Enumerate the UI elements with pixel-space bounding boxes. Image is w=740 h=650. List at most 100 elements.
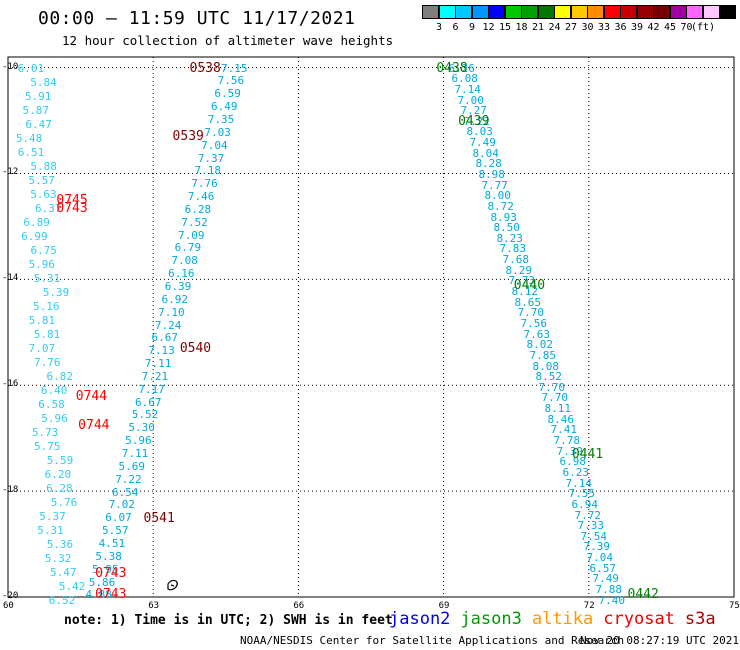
color-scale-label: 24 bbox=[548, 22, 561, 33]
wave-height-value: 7.04 bbox=[586, 551, 613, 565]
color-scale-label: 33 bbox=[597, 22, 611, 33]
wave-height-value: 8.65 bbox=[514, 295, 541, 309]
wave-height-value: 7.03 bbox=[204, 125, 231, 139]
color-scale-unit: (ft) bbox=[690, 22, 716, 33]
color-scale-label: 6 bbox=[452, 22, 459, 33]
footnote: note: 1) Time is in UTC; 2) SWH is in fe… bbox=[64, 613, 393, 628]
wave-height-value: 7.00 bbox=[457, 93, 484, 107]
wave-height-value: 8.04 bbox=[472, 146, 499, 160]
wave-height-value: 6.23 bbox=[562, 465, 589, 479]
wave-height-value: 7.14 bbox=[565, 476, 592, 490]
wave-height-value: 6.39 bbox=[164, 280, 192, 293]
wave-height-value: 6.75 bbox=[30, 243, 57, 257]
wave-height-value: 6.98 bbox=[559, 455, 586, 469]
wave-height-value: 8.98 bbox=[478, 168, 505, 181]
pass-number-label: 0538 bbox=[189, 60, 221, 76]
color-scale-label: 27 bbox=[564, 22, 578, 33]
pass-number-label: 0745 bbox=[56, 192, 88, 208]
wave-height-value: 8.00 bbox=[484, 189, 511, 203]
pass-number-label: 0744 bbox=[75, 388, 108, 404]
wave-height-value: 8.02 bbox=[526, 338, 553, 352]
wave-height-value: 8.29 bbox=[505, 263, 532, 277]
latitude-tick-label: -10 bbox=[2, 61, 19, 72]
wave-height-value: 6.37 bbox=[34, 201, 62, 215]
wave-height-value: 5.88 bbox=[30, 159, 57, 173]
wave-height-value: 6.40 bbox=[40, 383, 68, 397]
wave-height-value: 5.84 bbox=[30, 75, 57, 89]
wave-height-value: 7.56 bbox=[520, 316, 547, 330]
pass-number-label: 0440 bbox=[513, 277, 546, 293]
wave-height-value: 5.16 bbox=[32, 299, 60, 313]
wave-height-value: 5.47 bbox=[50, 565, 77, 579]
wave-height-value: 7.54 bbox=[580, 529, 607, 543]
wave-height-value: 5.31 bbox=[33, 271, 61, 285]
longitude-tick-label: 60 bbox=[3, 601, 14, 611]
wave-height-value: 7.10 bbox=[158, 305, 185, 319]
generated-timestamp: Nov 20 08:27:19 UTC 2021 bbox=[580, 634, 739, 647]
longitude-tick-label: 66 bbox=[293, 601, 305, 611]
wave-height-value: 8.28 bbox=[475, 157, 502, 171]
wave-height-value: 7.14 bbox=[454, 82, 481, 96]
pass-number-label: 0743 bbox=[95, 566, 127, 582]
color-scale-label: 70 bbox=[680, 22, 693, 33]
wave-height-value: 7.83 bbox=[499, 242, 526, 256]
wave-height-value: 5.76 bbox=[50, 495, 78, 509]
latitude-tick-label: -12 bbox=[2, 167, 19, 178]
wave-height-value: 6.94 bbox=[571, 497, 598, 511]
wave-height-value: 7.56 bbox=[217, 74, 245, 88]
wave-height-value: 6.57 bbox=[589, 561, 616, 575]
wave-height-value: 5.86 bbox=[88, 575, 116, 589]
wave-height-value: 7.76 bbox=[191, 177, 218, 191]
wave-height-value: 7.49 bbox=[592, 572, 619, 586]
island-outline bbox=[167, 579, 178, 591]
wave-height-value: 6.20 bbox=[44, 467, 72, 481]
wave-height-value: 7.77 bbox=[481, 178, 508, 192]
wave-height-value: 8.03 bbox=[466, 125, 493, 139]
wave-height-value: 7.35 bbox=[207, 112, 235, 126]
longitude-tick-label: 75 bbox=[729, 601, 740, 611]
longitude-tick-label: 72 bbox=[583, 601, 595, 611]
wave-height-value: 6.08 bbox=[451, 72, 478, 86]
wave-height-value: 6.28 bbox=[184, 202, 212, 216]
plot-frame bbox=[7, 56, 735, 598]
wave-height-value: 5.39 bbox=[42, 285, 70, 299]
latitude-tick-label: -16 bbox=[2, 379, 19, 390]
wave-height-value: 6.52 bbox=[48, 593, 76, 607]
pass-number-label: 0541 bbox=[143, 510, 175, 526]
wave-height-value: 4.88 bbox=[85, 588, 112, 602]
wave-height-value: 7.18 bbox=[194, 164, 222, 178]
wave-height-value: 7.15 bbox=[220, 61, 248, 75]
wave-height-value: 6.99 bbox=[21, 229, 48, 243]
wave-height-value: 7.02 bbox=[108, 498, 136, 512]
legend-entry-jason3: jason3 bbox=[460, 609, 522, 629]
legend-entry-cryosat: cryosat bbox=[603, 609, 675, 629]
wave-height-value: 8.52 bbox=[535, 370, 562, 384]
color-scale-label: 21 bbox=[531, 22, 545, 33]
wave-height-value: 7.09 bbox=[177, 228, 205, 242]
wave-height-value: 5.81 bbox=[33, 327, 61, 341]
satellite-legend: jason2 jason3 altika cryosat s3a bbox=[389, 609, 726, 629]
wave-height-value: 8.46 bbox=[547, 412, 574, 426]
wave-height-value: 7.68 bbox=[502, 253, 529, 267]
pass-number-label: 0743 bbox=[95, 587, 127, 603]
wave-height-value: 7.11 bbox=[121, 447, 149, 461]
wave-height-value: 5.96 bbox=[28, 257, 56, 271]
wave-height-value: 6.49 bbox=[211, 100, 238, 114]
wave-height-value: 5.57 bbox=[101, 524, 129, 538]
wave-height-value: 6.01 bbox=[17, 61, 45, 75]
wave-height-value: 8.08 bbox=[532, 359, 559, 373]
wave-height-value: 7.40 bbox=[598, 593, 625, 607]
wave-height-value: 6.92 bbox=[161, 292, 188, 306]
wave-height-value: 5.59 bbox=[46, 453, 74, 467]
wave-height-value: 5.30 bbox=[128, 421, 155, 435]
pass-number-label: 0441 bbox=[571, 447, 604, 463]
wave-height-value: 7.70 bbox=[538, 380, 565, 394]
color-scale-label: 42 bbox=[647, 22, 660, 33]
wave-height-value: 5.96 bbox=[125, 434, 152, 448]
wave-height-value: 8.23 bbox=[496, 231, 523, 245]
wave-height-value: 6.16 bbox=[168, 267, 195, 281]
wave-height-value: 7.07 bbox=[28, 341, 56, 355]
latitude-tick-label: -18 bbox=[2, 485, 19, 496]
legend-entry-s3a: s3a bbox=[684, 609, 716, 629]
